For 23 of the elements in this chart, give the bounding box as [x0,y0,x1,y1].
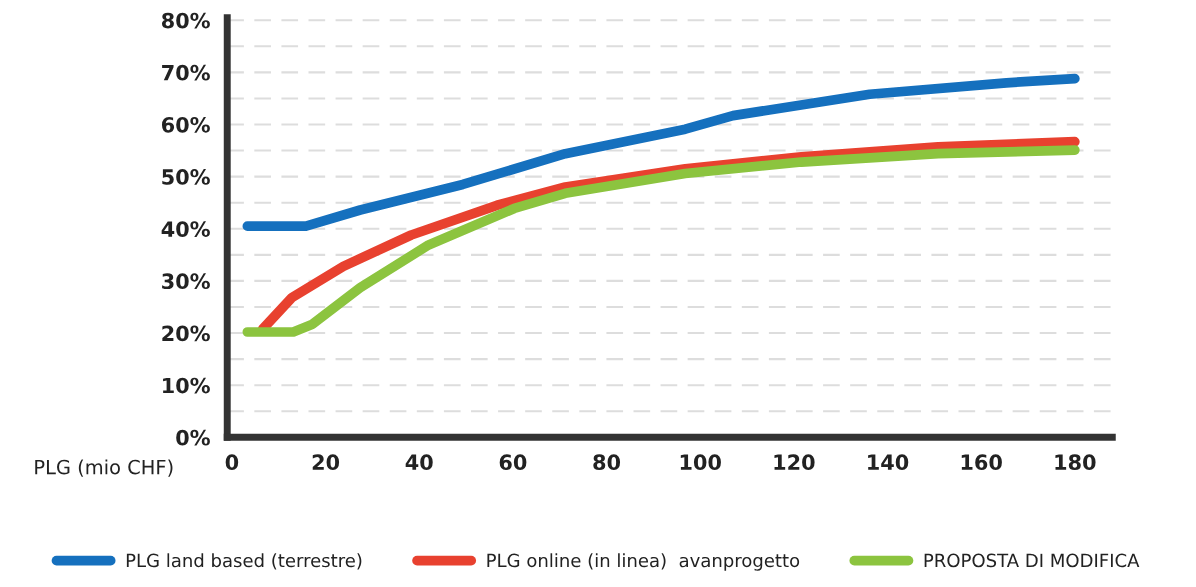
y-tick-label: 50% [162,169,210,185]
x-tick-label: 160 [961,454,1002,471]
y-tick-label: 0% [176,429,210,446]
y-tick-label: 70% [162,64,210,81]
y-tick-label: 40% [161,221,210,237]
x-tick-label: 0 [225,454,239,471]
x-tick-label: 100 [680,454,721,471]
x-tick-label: 120 [774,454,815,471]
x-tick-label: 20 [312,454,340,471]
legend-label: PROPOSTA DI MODIFICA [924,553,1140,568]
x-tick-label: 140 [868,454,909,471]
legend-label: PLG online (in linea) avanprogetto [487,553,800,571]
x-tick-label: 80 [593,454,621,471]
legend-label: PLG land based (terrestre) [126,553,362,570]
y-tick-label: 10% [163,377,210,394]
y-tick-label: 80% [161,12,210,29]
y-tick-label: 20% [162,325,210,342]
x-tick-label: 40 [405,454,433,471]
x-tick-label: 180 [1055,454,1096,471]
x-tick-label: 60 [499,454,527,471]
y-tick-label: 30% [162,273,210,290]
y-tick-label: 60% [162,116,210,133]
x-axis-title: PLG (mio CHF) [35,459,173,477]
